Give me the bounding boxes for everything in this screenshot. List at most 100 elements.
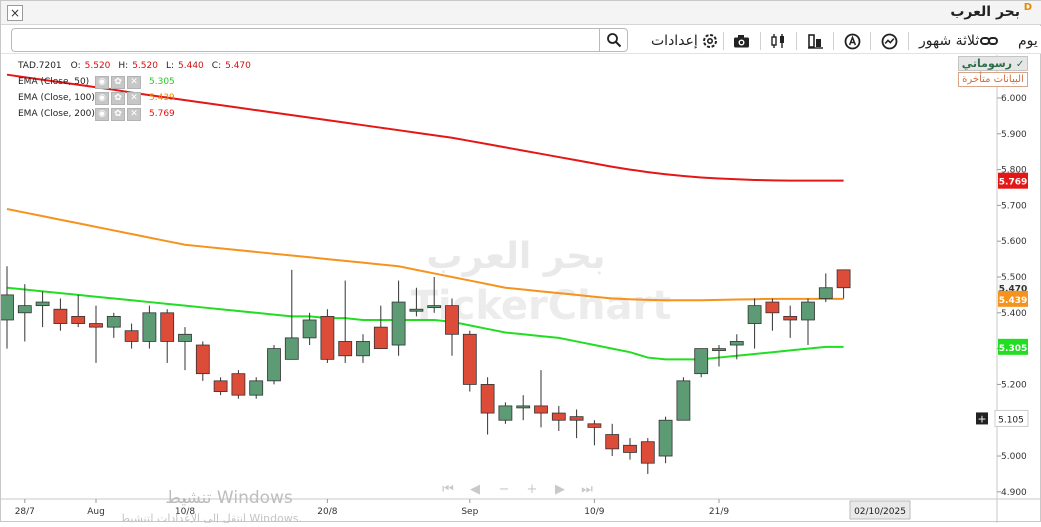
candle-body[interactable] [818,287,833,299]
chart-area[interactable]: 4.9005.0005.1005.2005.3005.4005.5005.600… [0,55,1041,525]
nav-control-0[interactable]: ⏮ [442,482,454,497]
candle-body[interactable] [302,319,317,339]
candle-body[interactable] [587,423,602,428]
alerts-button[interactable] [844,30,861,52]
nav-control-2[interactable]: − [499,482,510,497]
chart-type-button[interactable] [807,30,824,52]
candle-body[interactable] [142,312,157,342]
candle-body[interactable] [551,412,566,421]
close-icon[interactable]: ✕ [127,91,141,105]
compare-button[interactable] [881,30,898,52]
candle-body[interactable] [836,269,851,289]
nav-control-4[interactable]: ▶ [555,482,565,497]
x-tick-label: 10/8 [175,507,195,517]
eye-icon[interactable]: ◉ [95,91,109,105]
candle-body[interactable] [178,333,192,342]
candle-body[interactable] [569,416,584,421]
link-icon [980,37,998,45]
candle-body[interactable] [338,341,353,357]
indicator-label: EMA (Close, 200) [18,109,95,119]
price-chart[interactable]: 4.9005.0005.1005.2005.3005.4005.5005.600… [0,55,1041,525]
candle-body[interactable] [623,444,637,453]
candles-icon [771,34,784,48]
candle-body[interactable] [71,315,86,324]
ema100-price-tag [998,290,1028,307]
candle-body[interactable] [427,305,442,309]
eye-icon[interactable]: ◉ [95,75,109,89]
candle-body[interactable] [391,301,406,346]
candle-body[interactable] [106,315,121,328]
candle-body[interactable] [267,348,281,382]
my-drawings-button[interactable]: رسوماتي ✓ [958,56,1028,71]
y-tick-label: 5.600 [1001,237,1027,247]
candle-body[interactable] [53,308,68,324]
candle-body[interactable] [409,308,424,312]
close-window-button[interactable]: × [7,5,23,21]
y-tick-label: 5.000 [1001,452,1027,462]
candle-body[interactable] [765,301,780,314]
candle-body[interactable] [462,333,477,385]
nav-control-5[interactable]: ⏭ [581,482,593,497]
candle-body[interactable] [249,380,264,396]
candle-body[interactable] [160,312,175,342]
indicators-button[interactable] [770,30,787,52]
candle-body[interactable] [658,419,673,457]
indicator-label: EMA (Close, 50) [18,77,90,87]
link-button[interactable] [980,30,998,52]
interval-selector[interactable]: يوم [1018,30,1038,52]
camera-icon [734,34,749,47]
nav-control-3[interactable]: + [527,482,538,497]
settings-label: إعدادات [651,33,698,49]
indicator-label: EMA (Close, 100) [18,93,95,103]
search-button[interactable] [599,28,627,52]
gear-icon[interactable]: ✿ [111,107,125,121]
candle-body[interactable] [729,341,744,346]
candle-body[interactable] [445,305,459,335]
close-icon[interactable]: ✕ [127,75,141,89]
candle-body[interactable] [801,301,815,321]
eye-icon[interactable]: ◉ [95,107,109,121]
camera-button[interactable] [733,30,750,52]
ema100-price-tag-label: 5.439 [999,296,1027,306]
candle-body[interactable] [17,305,32,314]
close-icon[interactable]: ✕ [127,107,141,121]
candle-body[interactable] [356,341,370,357]
period-selector[interactable]: ثلاثة شهور [919,30,979,52]
candle-body[interactable] [712,348,726,352]
candle-body[interactable] [0,294,14,321]
candle-body[interactable] [694,348,709,375]
daily-badge: D [1023,2,1032,13]
candle-body[interactable] [195,344,210,375]
candle-body[interactable] [605,434,620,450]
candle-body[interactable] [676,380,691,421]
crosshair-plus-icon[interactable] [976,412,988,425]
crosshair-price-tag [994,409,1029,427]
nav-control-1[interactable]: ◀ [470,482,480,497]
circle-a-icon [844,33,861,49]
crosshair-price-label: 5.105 [998,415,1024,425]
candle-body[interactable] [124,330,139,342]
candle-body[interactable] [213,380,228,392]
close-label: C: [211,61,222,71]
candle-body[interactable] [747,305,762,324]
candle-body[interactable] [35,301,50,307]
candle-body[interactable] [516,405,531,409]
candle-body[interactable] [231,373,246,396]
candle-body[interactable] [640,441,655,464]
gear-icon[interactable]: ✿ [111,91,125,105]
candle-body[interactable] [373,326,388,350]
search-input[interactable] [11,28,628,52]
candle-body[interactable] [534,405,548,414]
candle-body[interactable] [284,337,299,360]
candle-body[interactable] [89,323,103,328]
candle-body[interactable] [498,405,513,421]
settings-button[interactable]: إعدادات [651,30,718,52]
gear-icon[interactable]: ✿ [111,75,125,89]
candle-body[interactable] [783,315,798,321]
crosshair-plus-glyph: + [977,412,986,425]
candle-body[interactable] [480,384,495,414]
indicator-value: 5.305 [149,77,175,87]
high-label: H: [118,61,129,71]
candle-body[interactable] [320,315,335,360]
